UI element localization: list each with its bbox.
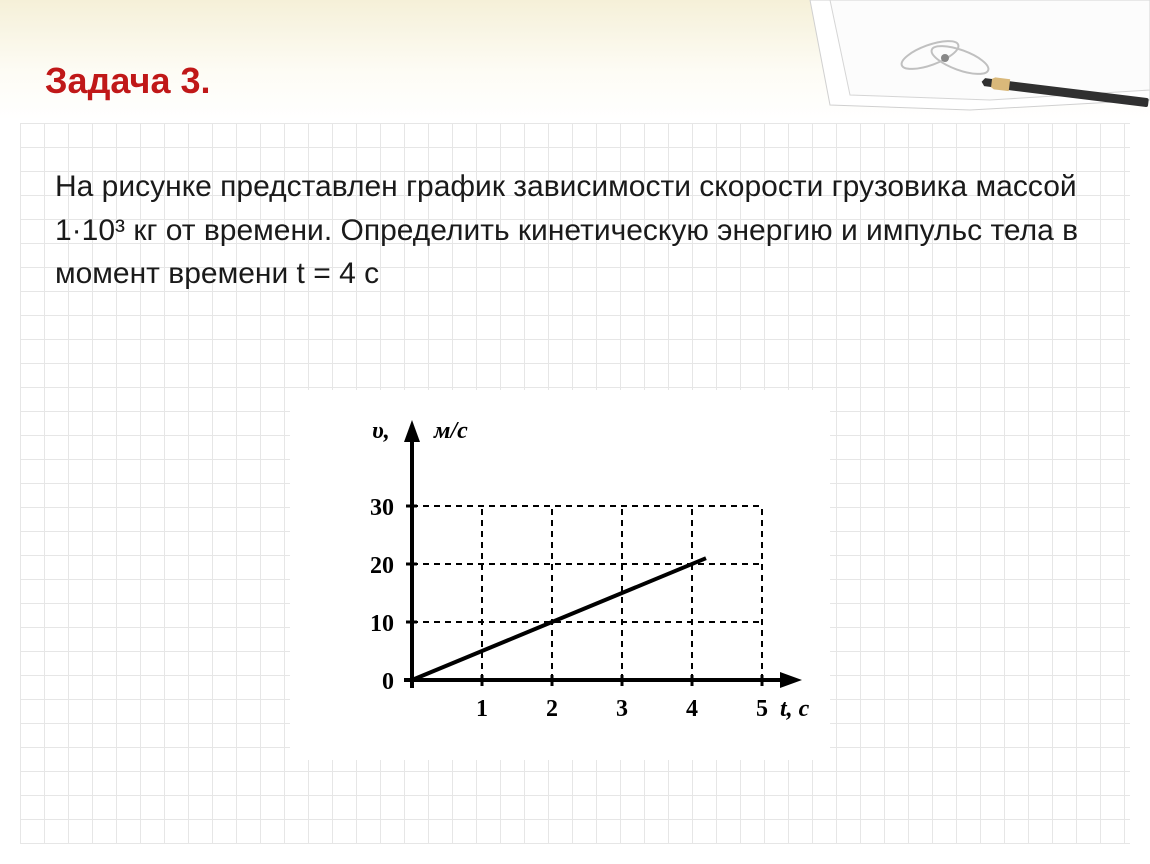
svg-text:20: 20 (370, 553, 394, 579)
svg-text:10: 10 (370, 611, 394, 637)
velocity-time-chart: 1 2 3 4 5 0 10 20 30 υ, м/с t, c (290, 390, 830, 760)
x-axis-label: t, c (780, 696, 810, 722)
svg-text:30: 30 (370, 495, 394, 521)
svg-text:0: 0 (382, 669, 394, 695)
svg-text:3: 3 (616, 696, 628, 722)
svg-text:1: 1 (476, 696, 488, 722)
y-axis-symbol: υ, (372, 418, 390, 444)
svg-text:2: 2 (546, 696, 558, 722)
y-axis-unit: м/с (433, 418, 468, 444)
svg-text:4: 4 (686, 696, 698, 722)
paper-corner-decoration (770, 0, 1150, 140)
problem-title: Задача 3. (45, 60, 211, 102)
problem-statement: На рисунке представлен график зависимост… (55, 165, 1080, 296)
svg-text:5: 5 (756, 696, 768, 722)
